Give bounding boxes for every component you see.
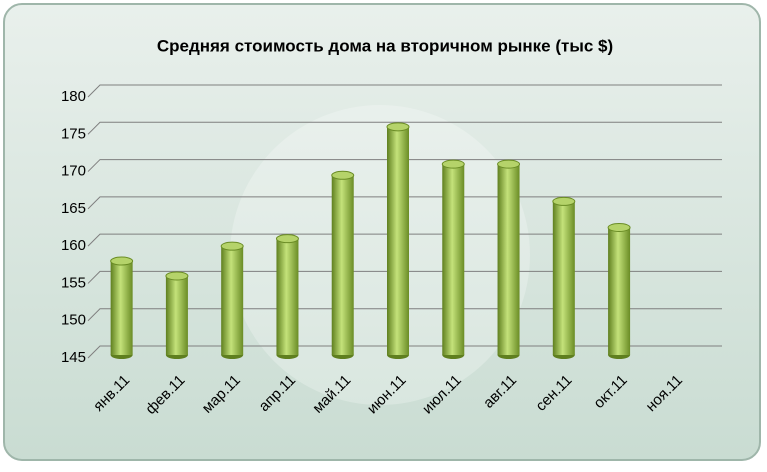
bar (386, 122, 410, 359)
y-tick-label: 160 (61, 237, 86, 254)
y-tick-label: 180 (61, 88, 86, 105)
watermark (230, 105, 530, 405)
bar (275, 234, 299, 359)
y-tick-label: 170 (61, 163, 86, 180)
bar (110, 256, 134, 359)
y-tick-label: 155 (61, 274, 86, 291)
grid-line (87, 84, 722, 98)
bar (165, 271, 189, 359)
y-tick-label: 150 (61, 312, 86, 329)
y-tick-label: 165 (61, 200, 86, 217)
bar (497, 159, 521, 359)
bar (552, 196, 576, 359)
bar (441, 159, 465, 359)
grid-line (87, 159, 722, 172)
bar (331, 170, 355, 359)
bar (220, 241, 244, 359)
chart-title: Средняя стоимость дома на вторичном рынк… (157, 36, 613, 55)
grid-line (87, 121, 722, 135)
y-tick-label: 145 (61, 349, 86, 366)
y-tick-label: 175 (61, 125, 86, 142)
bar (607, 223, 631, 359)
